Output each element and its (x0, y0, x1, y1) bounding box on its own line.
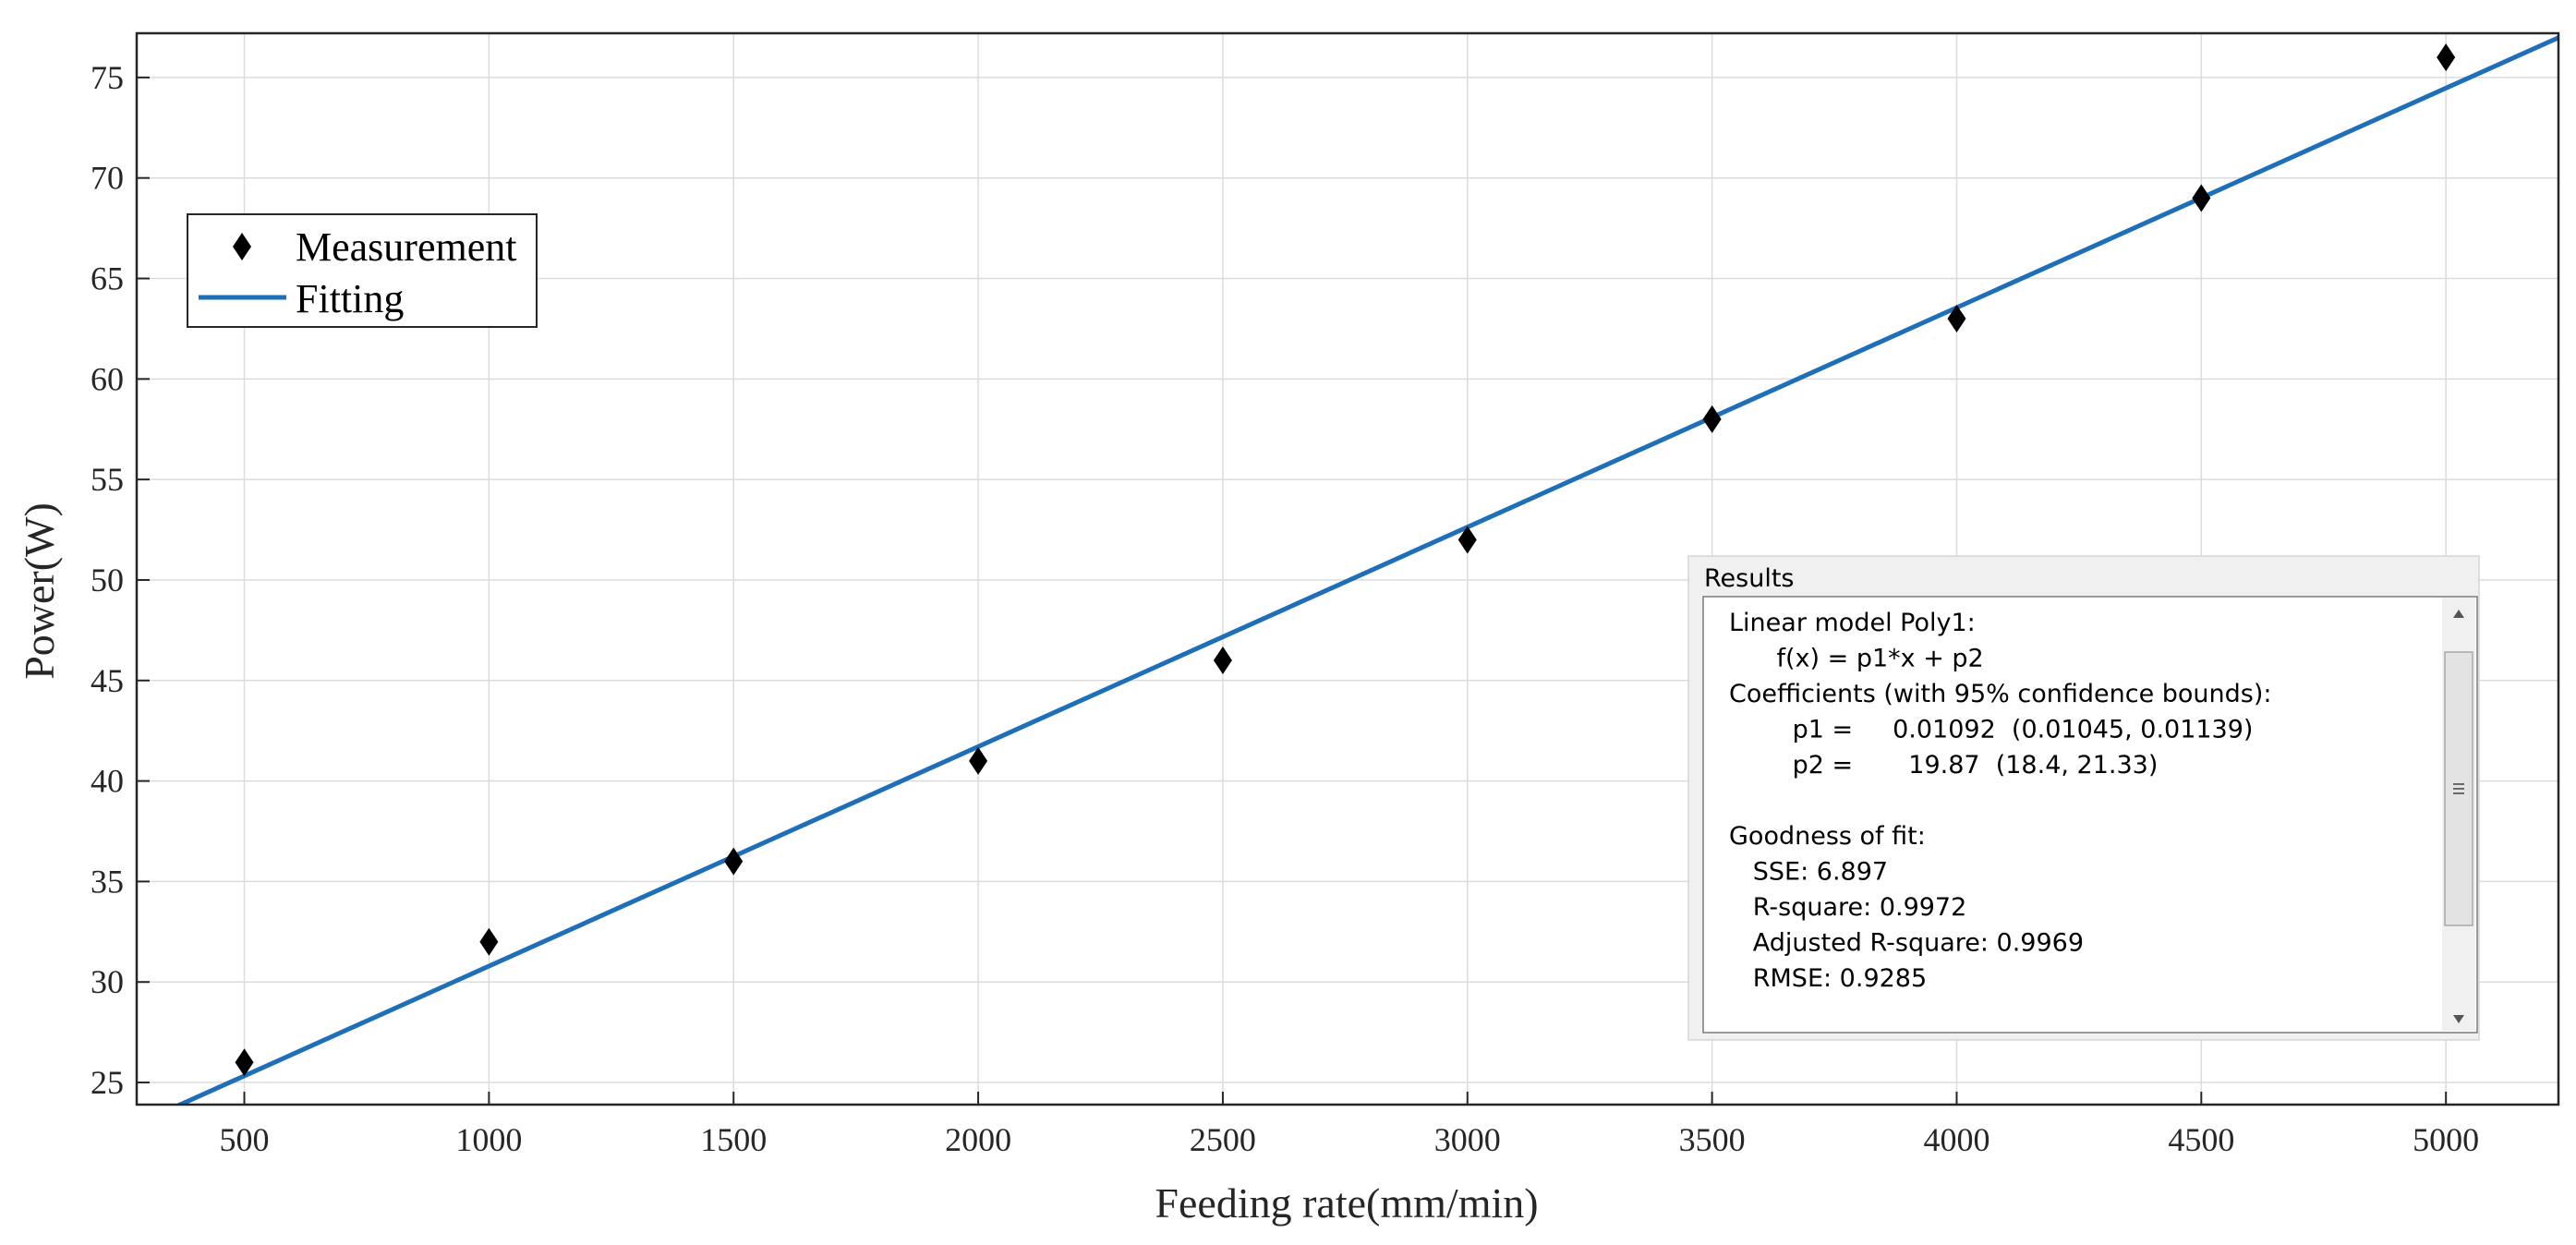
results-line: Linear model Poly1: (1729, 609, 1976, 637)
results-line: Adjusted R-square: 0.9969 (1729, 929, 2084, 958)
results-scrollbar[interactable] (2442, 598, 2475, 1031)
legend: Measurement Fitting (187, 213, 538, 328)
measurement-point (479, 927, 499, 956)
y-tick-label: 55 (91, 461, 124, 498)
x-tick-label: 5000 (2413, 1121, 2479, 1158)
y-tick-label: 50 (91, 562, 124, 598)
x-tick-label: 3000 (1434, 1121, 1501, 1158)
x-tick-label: 4000 (1923, 1121, 1989, 1158)
plot-frame (135, 31, 2560, 1106)
legend-box (187, 213, 538, 328)
measurement-point (1947, 305, 1966, 333)
measurement-point (969, 746, 988, 775)
measurement-point (2192, 184, 2211, 212)
x-ticks: 500 1000 1500 2000 2500 3000 3500 4000 4500 5000 (220, 1092, 2479, 1158)
results-text-area (1702, 596, 2478, 1033)
y-tick-label: 65 (91, 260, 124, 297)
x-tick-label: 2500 (1190, 1121, 1256, 1158)
results-line: f(x) = p1*x + p2 (1729, 645, 1984, 673)
results-line: p2 = 19.87 (18.4, 21.33) (1729, 751, 2158, 780)
measurement-point (1457, 526, 1477, 554)
results-panel: Results Linear model Poly1: f(x) = p1*x … (1687, 555, 2480, 1041)
y-tick-label: 45 (91, 662, 124, 699)
results-line: p1 = 0.01092 (0.01045, 0.01139) (1729, 716, 2253, 744)
legend-marker-diamond (233, 233, 251, 260)
measurement-point (235, 1048, 254, 1077)
results-line: Goodness of fit: (1729, 822, 1926, 851)
results-panel-title: Results (1704, 564, 1795, 593)
results-line: SSE: 6.897 (1729, 858, 1888, 887)
y-tick-label: 30 (91, 963, 124, 1000)
y-tick-label: 70 (91, 160, 124, 197)
fitting-line (175, 35, 2558, 1105)
x-tick-label: 500 (220, 1121, 270, 1158)
results-line: Coefficients (with 95% confidence bounds… (1729, 680, 2272, 708)
scroll-down-arrow-icon[interactable] (2453, 1015, 2464, 1023)
measurement-point (1702, 405, 1722, 433)
y-tick-label: 25 (91, 1064, 124, 1101)
y-tick-label: 75 (91, 59, 124, 96)
measurement-point (2437, 43, 2456, 72)
results-text: Linear model Poly1: f(x) = p1*x + p2 Coef… (1729, 609, 2272, 993)
y-axis-title: Power(W) (16, 502, 63, 680)
y-tick-label: 40 (91, 763, 124, 800)
measurement-point (724, 847, 744, 876)
measurement-point (1213, 647, 1232, 675)
x-tick-label: 1500 (700, 1121, 767, 1158)
y-tick-label: 60 (91, 360, 124, 397)
x-tick-label: 2000 (945, 1121, 1011, 1158)
y-tick-label: 35 (91, 863, 124, 900)
x-tick-label: 1000 (455, 1121, 522, 1158)
x-tick-label: 4500 (2168, 1121, 2234, 1158)
legend-label-measurement: Measurement (296, 224, 516, 270)
series-layer (175, 35, 2558, 1105)
scroll-up-arrow-icon[interactable] (2453, 610, 2464, 618)
y-ticks: 25 30 35 40 45 50 55 60 65 70 75 (91, 59, 150, 1101)
x-axis-title: Feeding rate(mm/min) (1155, 1179, 1538, 1227)
legend-label-fitting: Fitting (296, 276, 404, 321)
results-line: RMSE: 0.9285 (1729, 964, 1927, 993)
x-tick-label: 3500 (1679, 1121, 1746, 1158)
results-line: R-square: 0.9972 (1729, 893, 1966, 922)
